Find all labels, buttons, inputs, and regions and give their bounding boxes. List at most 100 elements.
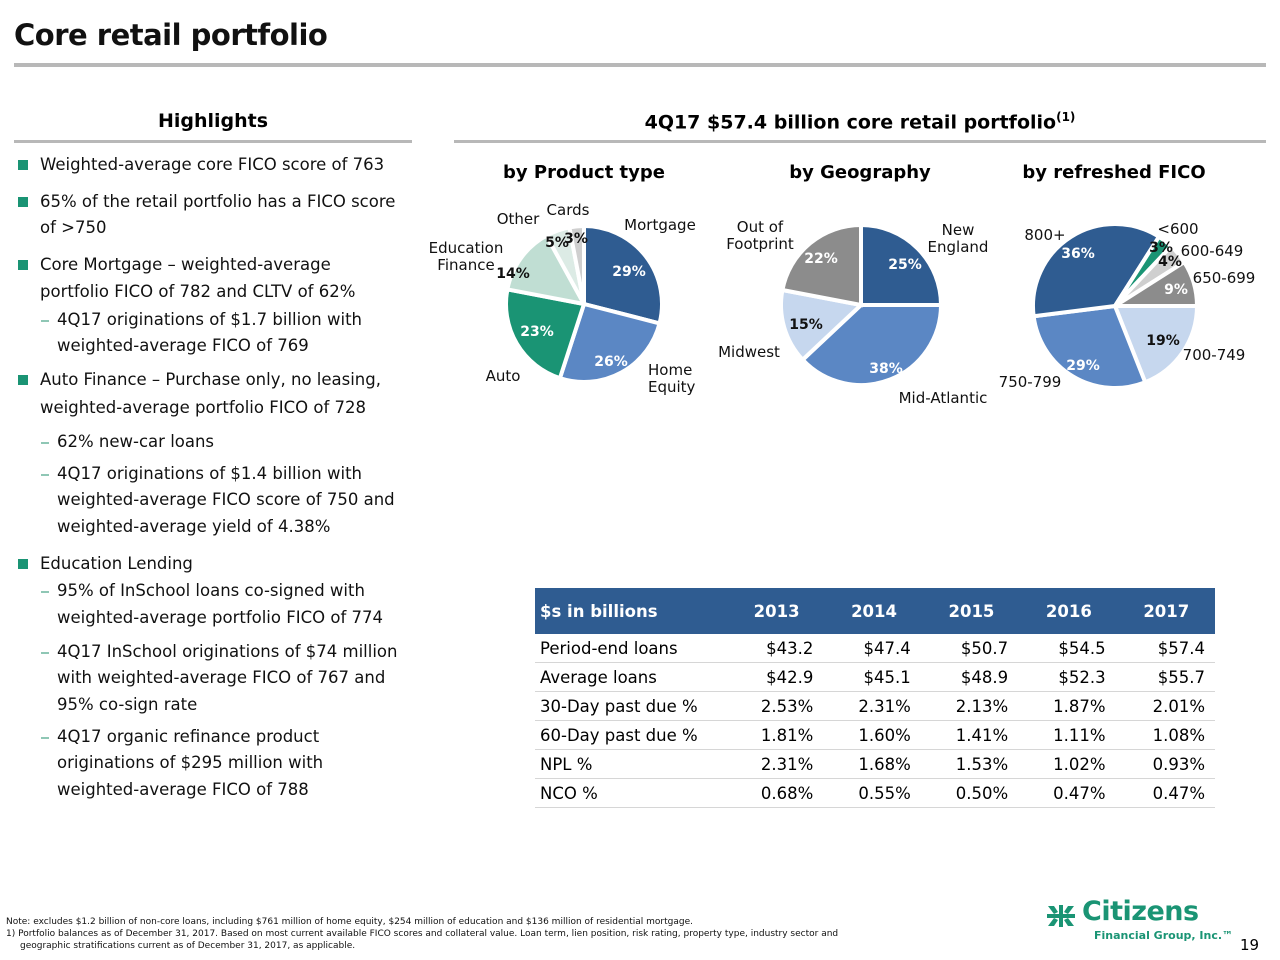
pie-category-label-out-of-footprint: Out of Footprint xyxy=(726,218,794,253)
citizens-logo-mark-icon xyxy=(1047,905,1075,927)
table-header-year: 2017 xyxy=(1117,588,1215,634)
pie-value-label-education-finance: 14% xyxy=(496,266,530,282)
pie-slice-mortgage xyxy=(582,223,664,326)
highlights-rule xyxy=(14,140,412,143)
highlight-text: portfolio FICO of 782 and CLTV of 62% xyxy=(40,282,356,301)
pie-slice-800 xyxy=(1031,222,1162,319)
square-bullet-icon xyxy=(18,260,28,270)
table-cell: 2.13% xyxy=(922,691,1021,721)
row-label: NPL % xyxy=(535,749,728,779)
table-row: 60-Day past due % 1.81% 1.60% 1.41% 1.11% 1.0… xyxy=(535,720,1215,750)
pie-slice-home-equity xyxy=(557,301,662,384)
pie-value-label-700-749: 19% xyxy=(1146,333,1180,349)
row-label: NCO % xyxy=(535,778,728,808)
highlight-text: Weighted-average core FICO score of 763 xyxy=(40,155,385,174)
highlight-text: 65% of the retail portfolio has a FICO s… xyxy=(40,192,396,211)
table-cell: 0.55% xyxy=(825,778,923,808)
portfolio-rule xyxy=(454,140,1266,143)
pie-category-label-education-finance: Education Finance xyxy=(429,239,504,274)
pie-value-label-mortgage: 29% xyxy=(612,264,646,280)
highlight-text: weighted-average FICO of 769 xyxy=(57,336,309,355)
table-cell: 0.68% xyxy=(727,778,826,808)
table-cell: $57.4 xyxy=(1117,634,1215,663)
highlight-text: 95% of InSchool loans co-signed with xyxy=(57,581,365,600)
table-row: Average loans $42.9 $45.1 $48.9 $52.3 $55.7 xyxy=(535,662,1215,692)
table-cell: 2.01% xyxy=(1117,691,1215,721)
table-cell: $54.5 xyxy=(1020,634,1118,663)
pie-slice-midwest xyxy=(779,287,866,363)
pie-category-label-cards: Cards xyxy=(547,201,590,219)
table-cell: $47.4 xyxy=(825,634,923,663)
table-cell: $42.9 xyxy=(727,662,826,692)
portfolio-heading-text: 4Q17 $57.4 billion core retail portfolio xyxy=(644,111,1057,134)
table-cell: 1.41% xyxy=(922,720,1021,750)
pie-category-label-mid-atlantic: Mid-Atlantic xyxy=(899,389,988,407)
table-cell: $55.7 xyxy=(1117,662,1215,692)
pie-category-label-home-equity: Home Equity xyxy=(648,361,696,396)
table-cell: $50.7 xyxy=(922,634,1021,663)
highlight-text: 4Q17 originations of $1.7 billion with xyxy=(57,310,363,329)
row-label: 60-Day past due % xyxy=(535,720,728,750)
pie-category-label-midwest: Midwest xyxy=(718,343,780,361)
pie-value-label-home-equity: 26% xyxy=(594,354,628,370)
table-cell: 1.81% xyxy=(727,720,826,750)
pie-geography: 25% 38% 15% 22% New England Mid-Atlantic Midwes… xyxy=(718,218,988,407)
table-cell: $48.9 xyxy=(922,662,1021,692)
pie-slice-new-england xyxy=(859,222,944,307)
highlight-text: with weighted-average FICO of 767 and xyxy=(57,668,386,687)
pie-value-label-650-699: 9% xyxy=(1164,282,1188,298)
pie-fico: 19% 29% 36% 3%4% 9% 700-749 750-799 800+ <600 600… xyxy=(999,220,1256,391)
table-cell: $45.1 xyxy=(825,662,923,692)
footnote-note: Note: excludes $1.2 billion of non-core … xyxy=(6,917,693,927)
table-cell: 1.02% xyxy=(1020,749,1118,779)
pie-value-label-600-649: 4% xyxy=(1158,254,1182,270)
highlight-text: weighted-average yield of 4.38% xyxy=(57,517,331,536)
table-cell: 1.60% xyxy=(825,720,923,750)
table-cell: $43.2 xyxy=(727,634,826,663)
table-cell: 2.31% xyxy=(825,691,923,721)
pie-title-product: by Product type xyxy=(503,162,665,183)
highlight-text: originations of $295 million with xyxy=(57,753,324,772)
pie-category-label-mortgage: Mortgage xyxy=(624,216,696,234)
pie-slice-education-finance xyxy=(505,232,588,307)
table-header-row: $s in billions 2013 2014 2015 2016 2017 xyxy=(535,588,1215,634)
table-row: NPL % 2.31% 1.68% 1.53% 1.02% 0.93% xyxy=(535,749,1215,779)
table-body: Period-end loans $43.2 $47.4 $50.7 $54.5 $57.… xyxy=(535,634,1215,808)
pie-category-label-auto: Auto xyxy=(486,367,521,385)
pie-category-label-700-749: 700-749 xyxy=(1183,346,1246,364)
pie-category-label-800: 800+ xyxy=(1024,226,1065,244)
table-header-year: 2013 xyxy=(727,588,826,634)
table-cell: 1.11% xyxy=(1020,720,1118,750)
pie-category-label-650-699: 650-699 xyxy=(1193,269,1256,287)
highlight-text: weighted-average portfolio FICO of 774 xyxy=(57,608,383,627)
table-cell: 0.50% xyxy=(922,778,1021,808)
pie-value-label-midwest: 15% xyxy=(789,317,823,333)
square-bullet-icon xyxy=(18,197,28,207)
footnote-1-line-2: geographic stratifications current as of… xyxy=(20,941,356,951)
pie-value-label-new-england: 25% xyxy=(888,257,922,273)
page-title: Core retail portfolio xyxy=(14,18,328,52)
pie-category-label-600-649: 600-649 xyxy=(1181,242,1244,260)
table-cell: 1.87% xyxy=(1020,691,1118,721)
dash-bullet-icon xyxy=(41,320,49,322)
table-header-year: 2016 xyxy=(1020,588,1118,634)
table-row: 30-Day past due % 2.53% 2.31% 2.13% 1.87% 2.0… xyxy=(535,691,1215,721)
highlight-text: 4Q17 originations of $1.4 billion with xyxy=(57,464,363,483)
highlight-text: 4Q17 InSchool originations of $74 millio… xyxy=(57,642,398,661)
pie-slice-auto xyxy=(504,287,587,381)
pie-slice-650-699 xyxy=(1108,259,1200,308)
pie-category-label-other: Other xyxy=(497,210,540,228)
pie-value-label-out-of-footprint: 22% xyxy=(804,251,838,267)
highlight-text: 4Q17 organic refinance product xyxy=(57,727,320,746)
table-cell: 1.08% xyxy=(1117,720,1215,750)
pie-value-label-auto: 23% xyxy=(520,324,554,340)
logo-subtitle: Financial Group, Inc.™ xyxy=(1094,929,1234,942)
citizens-logo: Citizens Financial Group, Inc.™ xyxy=(1046,896,1233,948)
pie-title-fico: by refreshed FICO xyxy=(1022,162,1206,183)
pie-slice-out-of-footprint xyxy=(780,222,863,308)
loan-metrics-table: $s in billions 2013 2014 2015 2016 2017 Perio… xyxy=(535,588,1215,808)
square-bullet-icon xyxy=(18,160,28,170)
pie-slice-700-749 xyxy=(1112,304,1200,385)
dash-bullet-icon xyxy=(41,474,49,476)
